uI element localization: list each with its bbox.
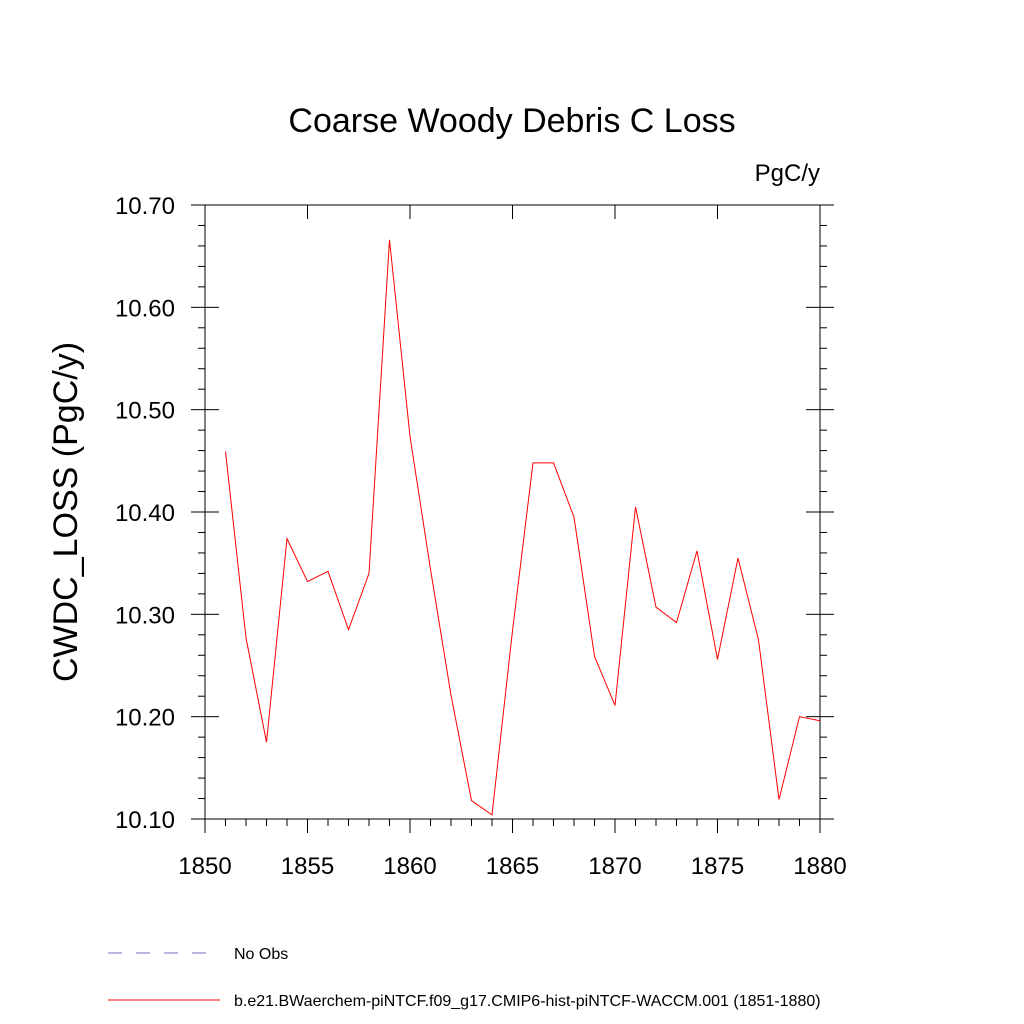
y-tick-label: 10.20 — [115, 705, 175, 732]
y-axis-tick-labels: 10.10 10.20 10.30 10.40 10.50 10.60 10.70 — [115, 193, 175, 834]
y-tick-label: 10.10 — [115, 807, 175, 834]
y-tick-label: 10.60 — [115, 295, 175, 322]
units-label: PgC/y — [755, 160, 820, 187]
x-axis-ticks — [204, 205, 821, 833]
x-axis-tick-labels: 1850 1855 1860 1865 1870 1875 1880 — [178, 853, 846, 880]
x-tick-label: 1865 — [486, 853, 539, 880]
x-tick-label: 1875 — [691, 853, 744, 880]
x-tick-label: 1870 — [588, 853, 641, 880]
x-tick-label: 1850 — [178, 853, 231, 880]
y-tick-label: 10.40 — [115, 500, 175, 527]
y-tick-label: 10.70 — [115, 193, 175, 220]
x-tick-label: 1880 — [793, 853, 846, 880]
x-tick-label: 1855 — [281, 853, 334, 880]
x-tick-label: 1860 — [383, 853, 436, 880]
y-tick-label: 10.50 — [115, 398, 175, 425]
chart-title: Coarse Woody Debris C Loss — [288, 102, 735, 140]
y-tick-label: 10.30 — [115, 602, 175, 629]
legend-label-model: b.e21.BWaerchem-piNTCF.f09_g17.CMIP6-his… — [234, 993, 821, 1010]
series-line — [225, 239, 821, 816]
legend: No Obs b.e21.BWaerchem-piNTCF.f09_g17.CM… — [108, 946, 821, 1010]
plot-frame — [204, 204, 821, 820]
legend-label-no-obs: No Obs — [234, 946, 288, 963]
y-axis-label: CWDC_LOSS (PgC/y) — [47, 342, 85, 682]
series-group — [225, 239, 821, 816]
y-axis-ticks — [191, 204, 834, 820]
